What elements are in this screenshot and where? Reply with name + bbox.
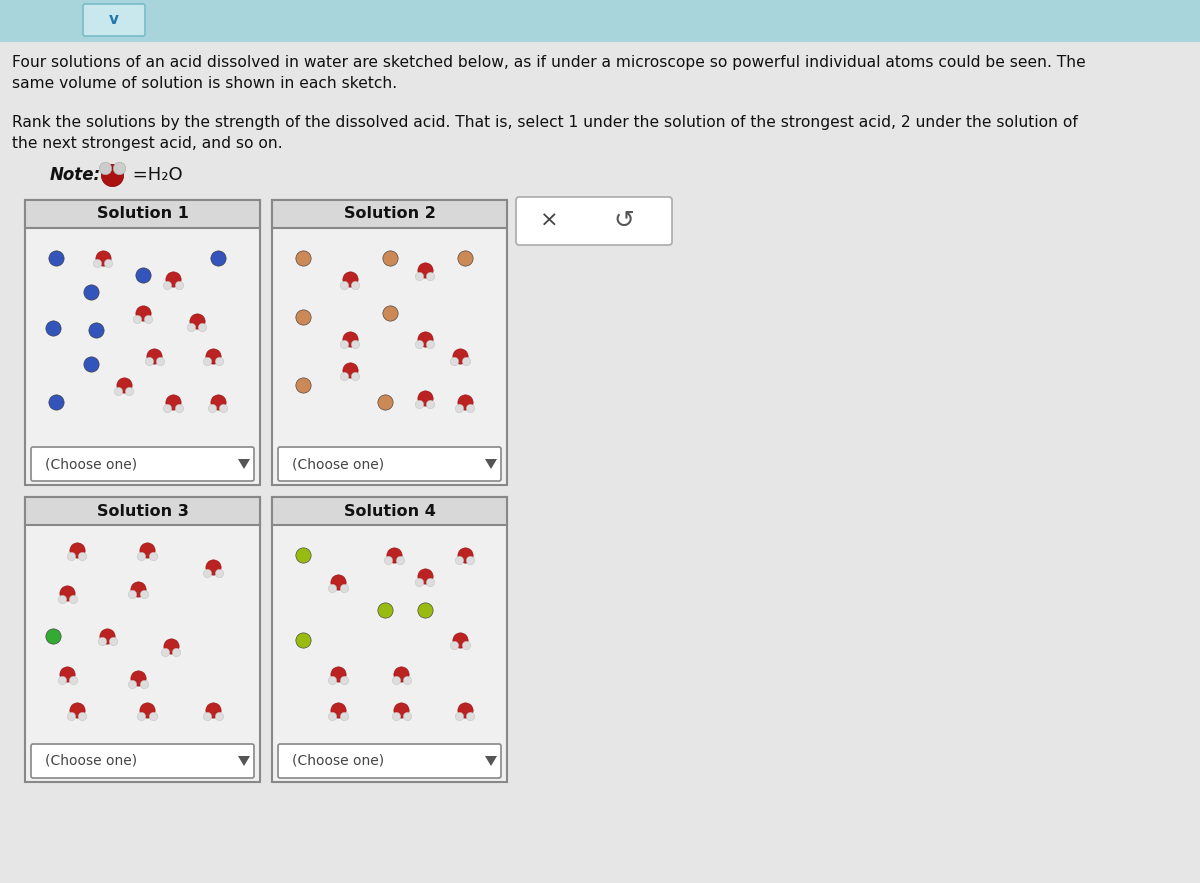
Text: Solution 3: Solution 3	[96, 503, 188, 518]
Text: v: v	[109, 12, 119, 27]
Polygon shape	[485, 756, 497, 766]
FancyBboxPatch shape	[278, 447, 502, 481]
Text: (Choose one): (Choose one)	[46, 754, 137, 768]
Text: Solution 1: Solution 1	[96, 207, 188, 222]
FancyBboxPatch shape	[83, 4, 145, 36]
FancyBboxPatch shape	[31, 744, 254, 778]
Text: Solution 4: Solution 4	[343, 503, 436, 518]
Bar	[272, 200, 508, 485]
Text: Four solutions of an acid dissolved in water are sketched below, as if under a m: Four solutions of an acid dissolved in w…	[12, 55, 1086, 91]
Polygon shape	[238, 459, 250, 469]
Polygon shape	[485, 459, 497, 469]
Bar	[25, 200, 260, 228]
Bar	[272, 200, 508, 228]
Text: (Choose one): (Choose one)	[292, 457, 384, 471]
Bar	[25, 497, 260, 525]
Text: Rank the solutions by the strength of the dissolved acid. That is, select 1 unde: Rank the solutions by the strength of th…	[12, 115, 1078, 151]
Polygon shape	[238, 756, 250, 766]
FancyBboxPatch shape	[31, 447, 254, 481]
Text: (Choose one): (Choose one)	[46, 457, 137, 471]
Bar	[25, 200, 260, 485]
Text: Solution 2: Solution 2	[343, 207, 436, 222]
Bar	[0, 0, 1200, 42]
Text: =H₂O: =H₂O	[127, 166, 182, 184]
FancyBboxPatch shape	[516, 197, 672, 245]
Text: (Choose one): (Choose one)	[292, 754, 384, 768]
FancyBboxPatch shape	[278, 744, 502, 778]
Bar	[272, 497, 508, 782]
Text: ↺: ↺	[613, 209, 635, 233]
Text: ×: ×	[540, 211, 558, 231]
Bar	[272, 497, 508, 525]
Bar	[25, 497, 260, 782]
Text: Note:: Note:	[50, 166, 101, 184]
